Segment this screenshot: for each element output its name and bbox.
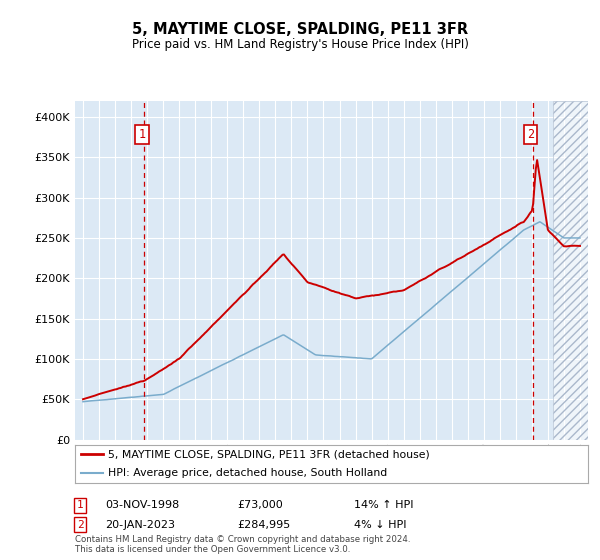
Text: 14% ↑ HPI: 14% ↑ HPI (354, 500, 413, 510)
Text: Price paid vs. HM Land Registry's House Price Index (HPI): Price paid vs. HM Land Registry's House … (131, 38, 469, 51)
Text: £73,000: £73,000 (237, 500, 283, 510)
Text: £284,995: £284,995 (237, 520, 290, 530)
Text: 5, MAYTIME CLOSE, SPALDING, PE11 3FR: 5, MAYTIME CLOSE, SPALDING, PE11 3FR (132, 22, 468, 38)
Text: 4% ↓ HPI: 4% ↓ HPI (354, 520, 407, 530)
Text: HPI: Average price, detached house, South Holland: HPI: Average price, detached house, Sout… (109, 468, 388, 478)
Text: 5, MAYTIME CLOSE, SPALDING, PE11 3FR (detached house): 5, MAYTIME CLOSE, SPALDING, PE11 3FR (de… (109, 449, 430, 459)
Text: 2: 2 (77, 520, 83, 530)
Text: 1: 1 (139, 128, 146, 141)
Text: 2: 2 (527, 128, 534, 141)
Text: 20-JAN-2023: 20-JAN-2023 (105, 520, 175, 530)
Text: Contains HM Land Registry data © Crown copyright and database right 2024.
This d: Contains HM Land Registry data © Crown c… (75, 535, 410, 554)
Text: 03-NOV-1998: 03-NOV-1998 (105, 500, 179, 510)
Text: 1: 1 (77, 500, 83, 510)
